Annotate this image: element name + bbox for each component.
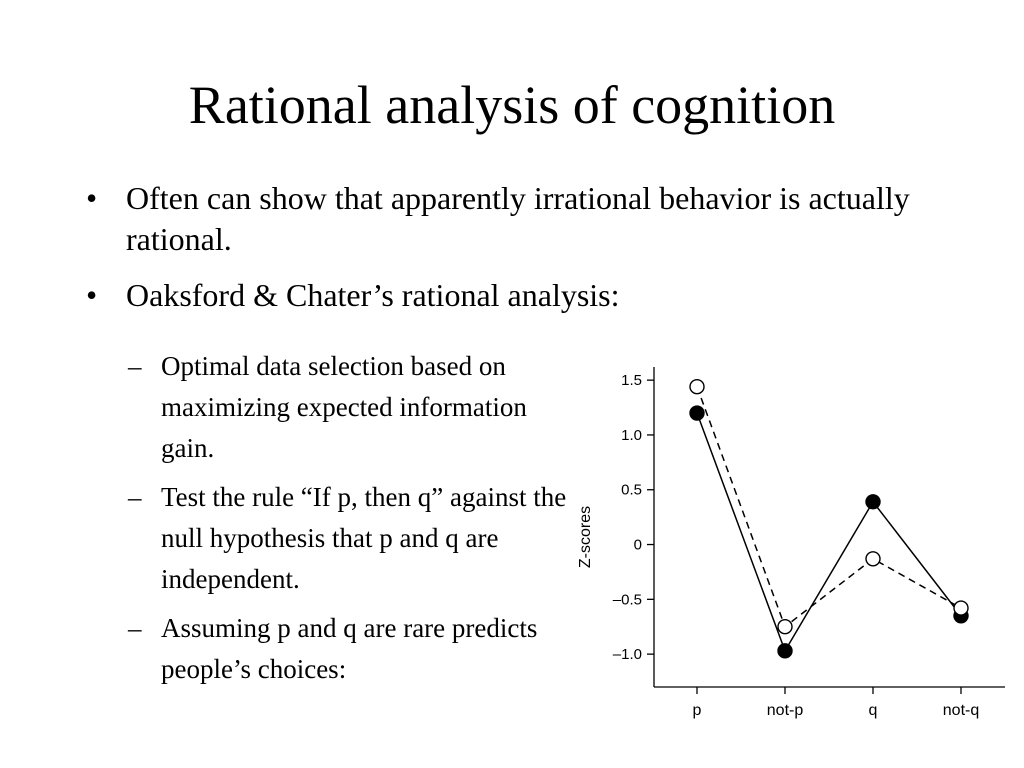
z-scores-line-chart: 1.5 1.0 0.5 0 –0.5 –1.0 p not-p q not-q Z-scores (577, 367, 1005, 719)
x-tick-label: p (693, 702, 702, 719)
x-tick-label: q (869, 702, 878, 719)
y-axis-label: Z-scores (577, 506, 594, 568)
series-line-2 (696, 386, 962, 628)
series-2-point-not-q (953, 600, 969, 616)
sub-bullet-text: Assuming p and q are rare predicts peopl… (161, 613, 538, 684)
slide-title: Rational analysis of cognition (188, 75, 836, 135)
x-tick-label: not-q (943, 702, 979, 719)
bullet-text: Oaksford & Chater’s rational analysis: (126, 277, 620, 313)
series-1-point-p (689, 405, 705, 421)
series-2-point-not-p (777, 619, 793, 635)
bullet-dot-icon: • (86, 277, 98, 313)
dash-icon: – (128, 482, 142, 512)
series-2-point-q (865, 551, 881, 567)
x-axis: p not-p q not-q (654, 686, 1005, 719)
series-1-point-q (865, 494, 881, 510)
y-tick-label: 0 (634, 537, 642, 554)
sub-bullet-item-3: – Assuming p and q are rare predicts peo… (128, 608, 568, 690)
dash-icon: – (128, 351, 142, 381)
main-bullet-list: • Often can show that apparently irratio… (86, 178, 966, 331)
bullet-dot-icon: • (86, 180, 98, 216)
bullet-text: Often can show that apparently irrationa… (126, 180, 910, 257)
series-2-point-p (689, 379, 705, 395)
series-layer (689, 379, 969, 659)
series-1-point-not-p (777, 643, 793, 659)
sub-bullet-text: Optimal data selection based on maximizi… (161, 351, 527, 463)
y-tick-label: 0.5 (621, 482, 642, 499)
series-line-1 (696, 412, 962, 653)
y-tick-label: 1.0 (621, 427, 642, 444)
y-tick-label: –0.5 (613, 591, 642, 608)
sub-bullet-item-1: – Optimal data selection based on maximi… (128, 346, 568, 469)
bullet-item-1: • Often can show that apparently irratio… (86, 178, 966, 260)
sub-bullet-item-2: – Test the rule “If p, then q” against t… (128, 477, 568, 600)
sub-bullet-text: Test the rule “If p, then q” against the… (161, 482, 567, 594)
sub-bullet-list: – Optimal data selection based on maximi… (128, 346, 568, 698)
x-tick-label: not-p (767, 702, 804, 719)
y-tick-label: 1.5 (621, 372, 642, 389)
bullet-item-2: • Oaksford & Chater’s rational analysis: (86, 275, 966, 316)
y-tick-label: –1.0 (613, 646, 642, 663)
dash-icon: – (128, 613, 142, 643)
y-axis: 1.5 1.0 0.5 0 –0.5 –1.0 (613, 367, 655, 687)
